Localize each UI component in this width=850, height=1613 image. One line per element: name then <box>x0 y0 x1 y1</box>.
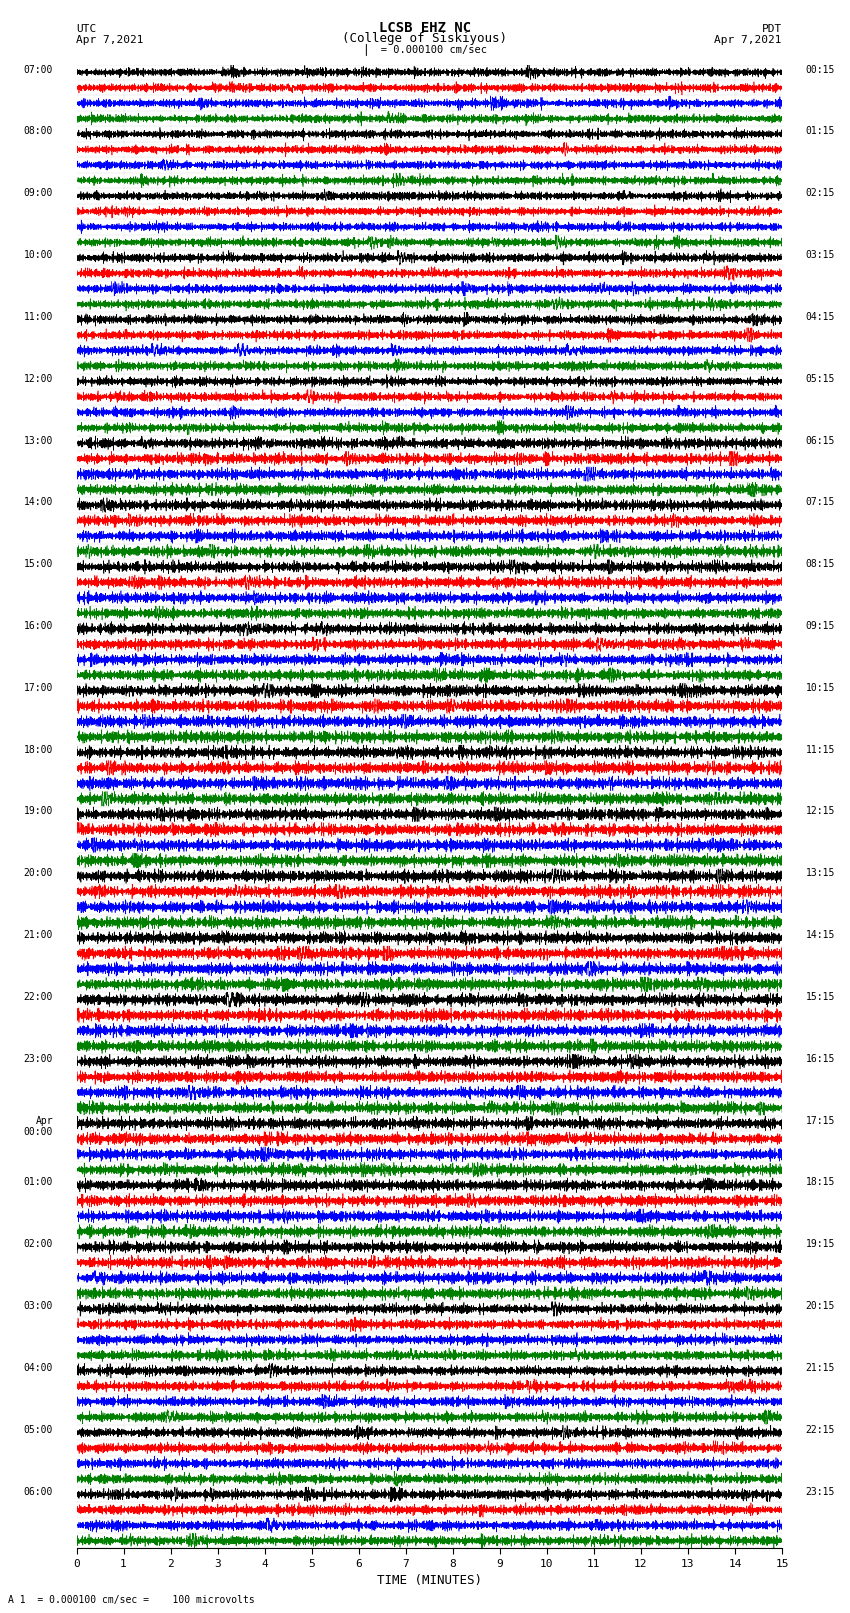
Text: UTC: UTC <box>76 24 97 34</box>
Text: 09:15: 09:15 <box>806 621 835 631</box>
Text: 21:00: 21:00 <box>24 931 53 940</box>
Text: LCSB EHZ NC: LCSB EHZ NC <box>379 21 471 35</box>
Text: 23:15: 23:15 <box>806 1487 835 1497</box>
Text: PDT: PDT <box>762 24 782 34</box>
Text: (College of Siskiyous): (College of Siskiyous) <box>343 32 507 45</box>
Text: 18:00: 18:00 <box>24 745 53 755</box>
Text: 22:00: 22:00 <box>24 992 53 1002</box>
Text: 11:15: 11:15 <box>806 745 835 755</box>
Text: 17:15: 17:15 <box>806 1116 835 1126</box>
Text: 15:00: 15:00 <box>24 560 53 569</box>
Text: 06:00: 06:00 <box>24 1487 53 1497</box>
Text: 19:15: 19:15 <box>806 1239 835 1250</box>
Text: 21:15: 21:15 <box>806 1363 835 1373</box>
Text: A 1  = 0.000100 cm/sec =    100 microvolts: A 1 = 0.000100 cm/sec = 100 microvolts <box>8 1595 255 1605</box>
Text: Apr 7,2021: Apr 7,2021 <box>715 35 782 45</box>
Text: 22:15: 22:15 <box>806 1424 835 1436</box>
Text: 09:00: 09:00 <box>24 189 53 198</box>
Text: 16:00: 16:00 <box>24 621 53 631</box>
Text: 10:15: 10:15 <box>806 682 835 694</box>
Text: 16:15: 16:15 <box>806 1053 835 1065</box>
Text: 03:00: 03:00 <box>24 1302 53 1311</box>
Text: Apr 7,2021: Apr 7,2021 <box>76 35 144 45</box>
Text: 14:00: 14:00 <box>24 497 53 508</box>
Text: 01:15: 01:15 <box>806 126 835 137</box>
Text: 11:00: 11:00 <box>24 311 53 323</box>
Text: 08:00: 08:00 <box>24 126 53 137</box>
Text: Apr
00:00: Apr 00:00 <box>24 1116 53 1137</box>
Text: 17:00: 17:00 <box>24 682 53 694</box>
Text: 14:15: 14:15 <box>806 931 835 940</box>
Text: 08:15: 08:15 <box>806 560 835 569</box>
X-axis label: TIME (MINUTES): TIME (MINUTES) <box>377 1574 482 1587</box>
Text: 01:00: 01:00 <box>24 1177 53 1187</box>
Text: 12:00: 12:00 <box>24 374 53 384</box>
Text: 18:15: 18:15 <box>806 1177 835 1187</box>
Text: 10:00: 10:00 <box>24 250 53 260</box>
Text: ⎥  = 0.000100 cm/sec: ⎥ = 0.000100 cm/sec <box>362 44 488 55</box>
Text: 04:00: 04:00 <box>24 1363 53 1373</box>
Text: 07:15: 07:15 <box>806 497 835 508</box>
Text: 15:15: 15:15 <box>806 992 835 1002</box>
Text: 20:00: 20:00 <box>24 868 53 879</box>
Text: 02:15: 02:15 <box>806 189 835 198</box>
Text: 02:00: 02:00 <box>24 1239 53 1250</box>
Text: 04:15: 04:15 <box>806 311 835 323</box>
Text: 05:15: 05:15 <box>806 374 835 384</box>
Text: 05:00: 05:00 <box>24 1424 53 1436</box>
Text: 00:15: 00:15 <box>806 65 835 74</box>
Text: 06:15: 06:15 <box>806 436 835 445</box>
Text: 13:00: 13:00 <box>24 436 53 445</box>
Text: 23:00: 23:00 <box>24 1053 53 1065</box>
Text: 20:15: 20:15 <box>806 1302 835 1311</box>
Text: 03:15: 03:15 <box>806 250 835 260</box>
Text: 12:15: 12:15 <box>806 806 835 816</box>
Text: 13:15: 13:15 <box>806 868 835 879</box>
Text: 07:00: 07:00 <box>24 65 53 74</box>
Text: 19:00: 19:00 <box>24 806 53 816</box>
